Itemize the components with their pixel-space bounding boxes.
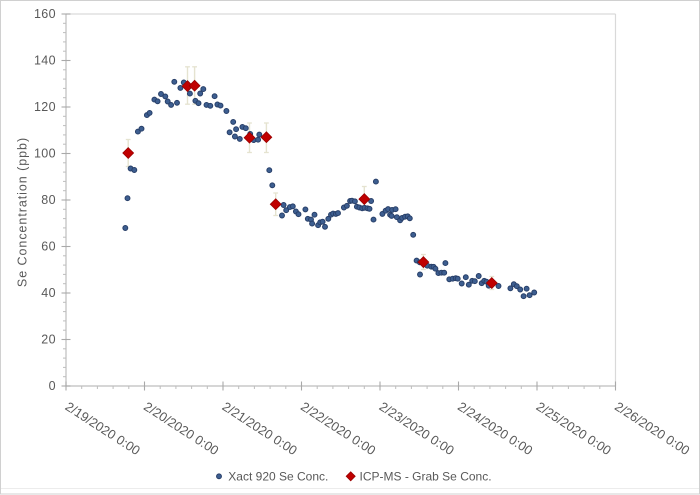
svg-text:20: 20 — [41, 333, 56, 347]
svg-text:160: 160 — [34, 7, 56, 21]
svg-text:100: 100 — [34, 147, 56, 161]
svg-text:80: 80 — [41, 193, 56, 207]
svg-text:40: 40 — [41, 286, 56, 300]
svg-text:120: 120 — [34, 100, 56, 114]
svg-text:Se Concentration (ppb): Se Concentration (ppb) — [16, 137, 30, 287]
svg-text:0: 0 — [49, 379, 56, 393]
svg-text:60: 60 — [41, 240, 56, 254]
svg-text:Xact 920 Se Conc.: Xact 920 Se Conc. — [228, 470, 328, 484]
svg-text:140: 140 — [34, 54, 56, 68]
svg-text:ICP-MS - Grab Se Conc.: ICP-MS - Grab Se Conc. — [360, 470, 492, 484]
